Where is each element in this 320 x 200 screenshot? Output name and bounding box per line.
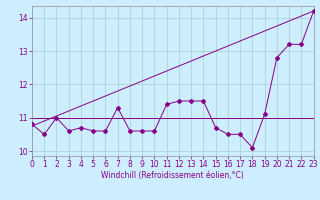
X-axis label: Windchill (Refroidissement éolien,°C): Windchill (Refroidissement éolien,°C) <box>101 171 244 180</box>
